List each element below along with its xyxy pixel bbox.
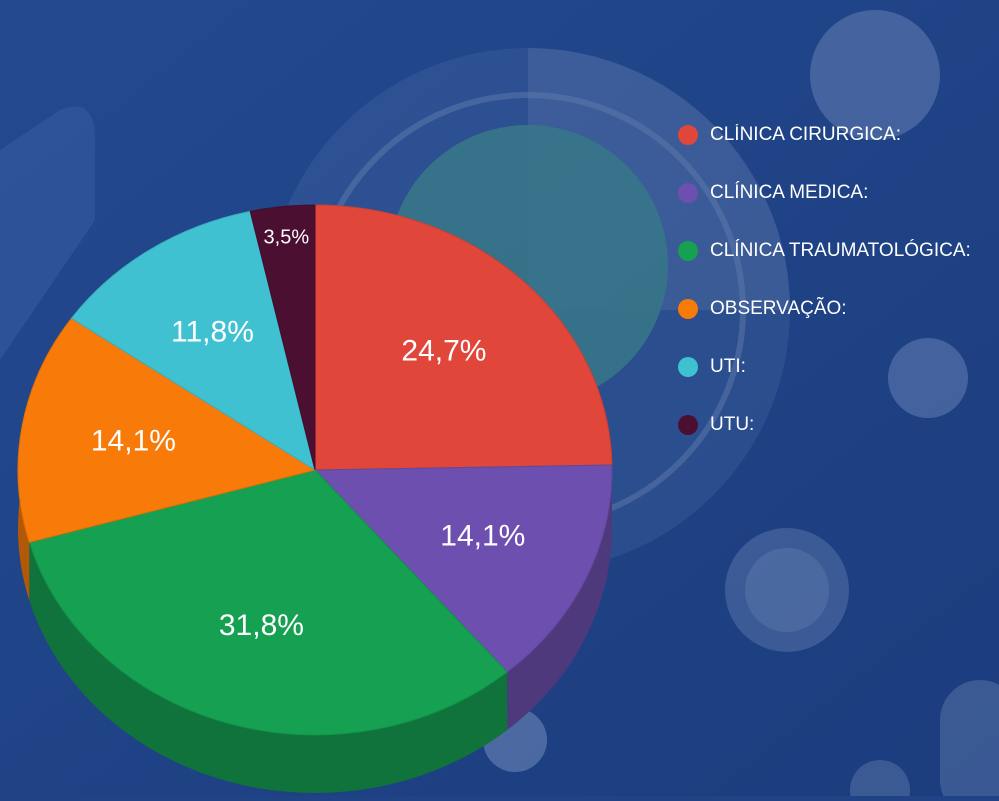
data-label: 31,8% xyxy=(219,609,304,642)
legend-label: CLÍNICA TRAUMATOLÓGICA: xyxy=(710,239,971,261)
slice-side xyxy=(29,542,508,793)
data-label: 24,7% xyxy=(401,335,486,368)
data-label: 14,1% xyxy=(91,425,176,458)
legend-label: UTI: xyxy=(710,356,746,377)
slice-side xyxy=(507,465,612,731)
slice xyxy=(313,464,613,673)
legend-swatch xyxy=(678,357,698,377)
legend-label: OBSERVAÇÃO: xyxy=(710,297,847,319)
legend-swatch xyxy=(678,241,698,261)
legend: CLÍNICA CIRURGICA: CLÍNICA MEDICA: CLÍNICA… xyxy=(678,124,971,435)
data-label: 14,1% xyxy=(440,520,525,553)
data-label: 11,8% xyxy=(171,315,254,348)
legend-swatch xyxy=(678,299,698,319)
slice xyxy=(70,210,316,472)
slice xyxy=(249,204,316,471)
slice xyxy=(314,204,613,471)
slice xyxy=(28,469,508,736)
pie-labels: 24,7% 14,1% 31,8% 14,1% 11,8% 3,5% xyxy=(91,226,525,642)
legend-swatch xyxy=(678,415,698,435)
legend-label: UTU: xyxy=(710,414,754,435)
legend-label: CLÍNICA CIRURGICA: xyxy=(710,124,901,145)
legend-swatch xyxy=(678,183,698,203)
pie-tops xyxy=(17,204,613,736)
legend-label: CLÍNICA MEDICA: xyxy=(710,182,868,203)
legend-swatch xyxy=(678,125,698,145)
data-label: 3,5% xyxy=(264,226,310,248)
slice xyxy=(17,317,317,543)
